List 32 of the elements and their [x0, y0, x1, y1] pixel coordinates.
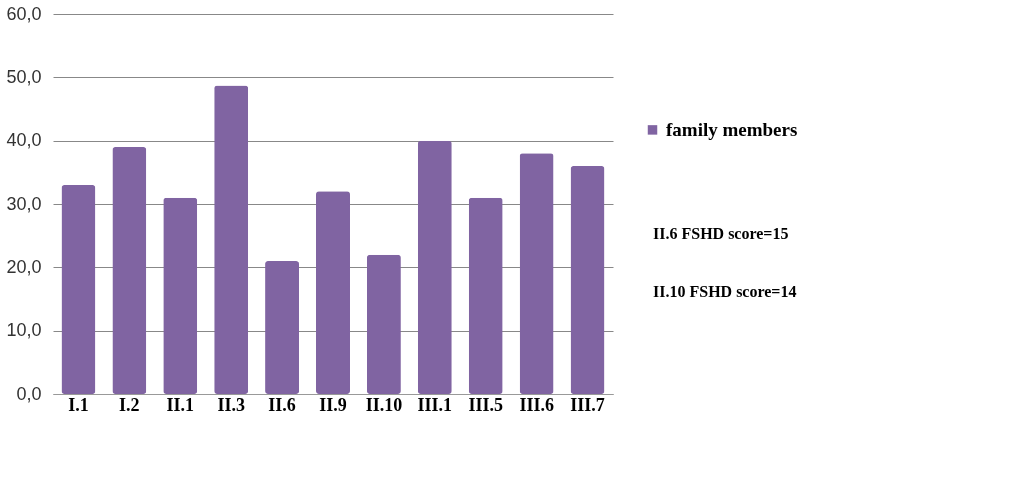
y-tick-label: 40,0	[6, 130, 42, 151]
bar	[61, 185, 96, 394]
bar	[519, 153, 554, 394]
y-tick-label: 10,0	[6, 320, 42, 341]
bar	[570, 166, 605, 394]
y-tick-label: 50,0	[6, 66, 42, 87]
bar	[366, 254, 401, 394]
y-tick-label: 60,0	[6, 3, 42, 24]
bar	[163, 197, 198, 394]
y-tick-label: 30,0	[6, 193, 42, 214]
x-tick-label: II.1	[166, 394, 195, 415]
bar	[214, 85, 249, 394]
y-tick-label: 0,0	[16, 383, 42, 404]
x-tick-label: III.1	[417, 394, 453, 415]
y-tick-label: 20,0	[6, 256, 42, 277]
bar	[417, 140, 452, 394]
x-tick-label: I.1	[68, 394, 89, 415]
x-tick-label: III.6	[519, 394, 554, 415]
x-tick-label: III.5	[468, 394, 503, 415]
x-tick-label: III.7	[570, 394, 605, 415]
x-tick-label: II.6	[268, 394, 296, 415]
x-tick-label: I.2	[119, 394, 140, 415]
x-tick-label: II.10	[365, 394, 403, 415]
bar	[468, 197, 503, 394]
text: II.6 FSHD score=15	[653, 225, 789, 243]
bar	[112, 147, 147, 394]
bar	[265, 261, 300, 394]
x-tick-label: II.3	[217, 394, 245, 415]
text: II.10 FSHD score=14	[653, 283, 797, 301]
bar	[316, 191, 350, 394]
legend-label: family members	[666, 118, 798, 140]
x-tick-label: II.9	[319, 394, 347, 415]
